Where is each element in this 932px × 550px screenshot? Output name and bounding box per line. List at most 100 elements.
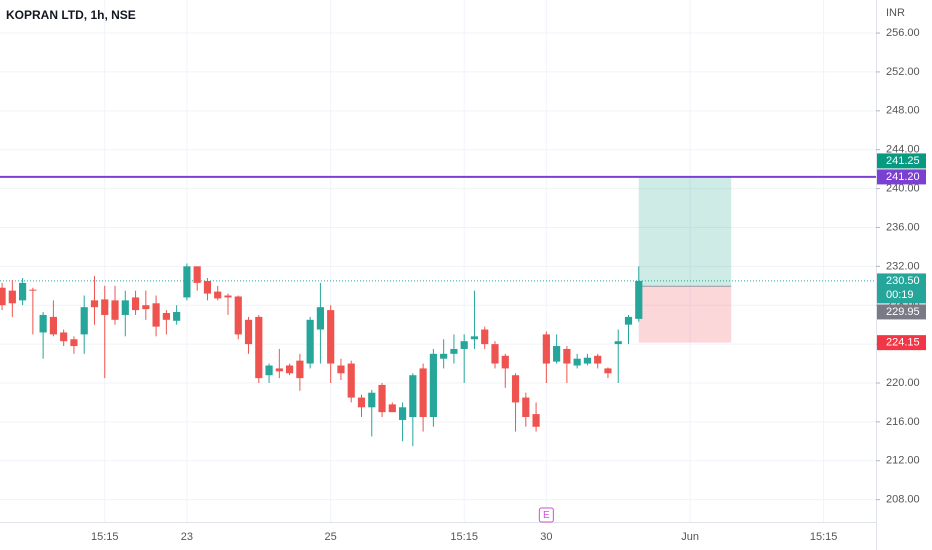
candle-body [440,353,448,359]
candle-body [491,344,499,364]
y-tick-label: 208.00 [886,494,920,506]
candle-body [409,375,417,418]
candle-body [624,316,633,325]
candle-body [378,384,386,413]
candle-body [234,296,242,335]
candle-body [542,334,550,364]
y-tick-label: 252.00 [886,66,920,78]
price-tag [877,153,926,169]
candle-body [101,299,109,315]
price-tag [877,169,926,185]
candle-body [60,332,68,342]
candle-body [142,305,150,310]
x-tick-label: 25 [325,531,337,543]
candle-body [604,368,612,374]
candle-body [131,297,140,311]
price-tag-countdown: 00:19 [886,289,914,301]
y-tick-label: 240.00 [886,182,920,194]
price-tag [877,273,926,304]
y-tick-label: 216.00 [886,416,920,428]
grid [0,0,876,522]
candle-body [275,368,283,372]
candle-body [265,365,273,376]
x-tick-label: 15:15 [450,531,478,543]
candle-body [18,282,27,301]
candle-body [70,339,78,347]
candle-body [337,365,345,374]
candle-body [49,316,57,335]
candle-body [635,280,643,319]
y-tick-label: 236.00 [886,221,920,233]
price-tag-label: 241.20 [886,171,920,183]
candle-body [368,392,376,408]
price-tag-label: 224.15 [886,337,920,349]
candle-body [573,358,581,366]
candle-body [0,287,6,306]
event-marker-label: E [543,510,550,521]
y-tick-label: 244.00 [886,144,920,156]
candle-body [80,307,88,335]
price-tag [877,304,926,320]
candle-body [481,329,489,345]
candle-body [214,291,222,299]
price-tag-label: 229.95 [886,306,920,318]
candle-body [224,295,232,298]
candle-body [90,300,99,308]
currency-label: INR [886,7,905,19]
candle-body [121,300,129,315]
candle-body [522,397,530,418]
candle-body [8,290,16,304]
price-tag [877,335,926,351]
candle-body [152,303,160,327]
candle-body [594,355,602,364]
target-zone [638,176,732,287]
candle-body [286,365,294,374]
candle-body [296,360,304,379]
candle-body [39,314,47,333]
candle-body [316,307,325,330]
candle-body [173,312,181,321]
candle-body [553,346,561,362]
x-tick-label: 23 [181,531,193,543]
candle-body [614,341,622,345]
candle-body [450,348,458,354]
y-tick-label: 212.00 [886,455,920,467]
candle-body [470,336,479,340]
candle-body [347,363,355,398]
y-tick-label: 220.00 [886,377,920,389]
chart-title: KOPRAN LTD, 1h, NSE [6,8,136,22]
candle-body [162,313,170,320]
candle-body [511,375,520,403]
candle-body [419,368,427,418]
candle-body [388,404,396,413]
candle-body [357,397,366,408]
stop-zone [638,286,732,343]
candle-body [501,355,509,369]
x-tick-label: 15:15 [91,531,119,543]
candle-body [111,300,119,320]
candle-body [532,414,540,427]
candle-body [183,266,191,298]
price-tag-label: 241.25 [886,155,920,167]
event-marker-box [538,507,554,523]
x-tick-label: 30 [540,531,552,543]
x-tick-label: 15:15 [810,531,838,543]
candle-body [327,310,335,364]
candle-body [29,289,37,291]
candle-body [255,316,263,379]
y-tick-label: 256.00 [886,27,920,39]
candle-body [203,280,212,294]
candle-body [306,319,314,364]
candle-body [398,407,407,420]
candle-body [583,357,592,364]
x-tick-label: Jun [681,531,699,543]
y-tick-label: 232.00 [886,260,920,272]
candle-body [244,319,253,345]
candle-body [563,348,571,364]
candle-body [460,341,468,349]
y-tick-label: 248.00 [886,105,920,117]
candle-body [429,353,437,418]
